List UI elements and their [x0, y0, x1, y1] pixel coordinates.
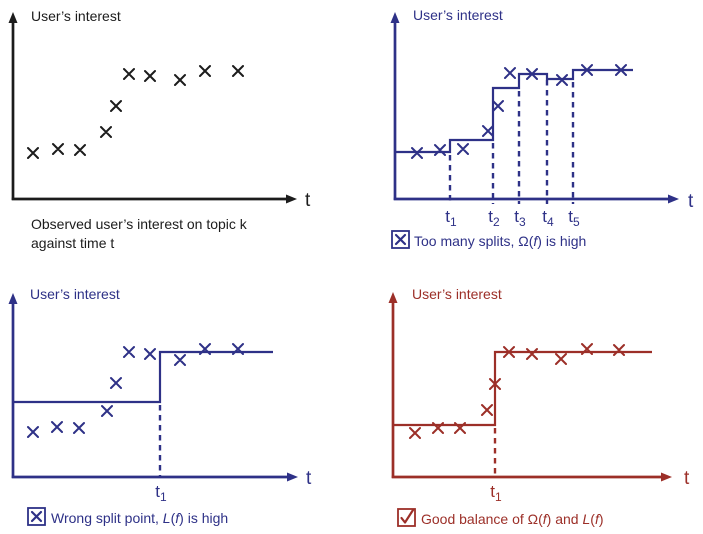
step-function-line	[393, 350, 652, 427]
data-point-crosses	[27, 343, 244, 438]
x-axis-label: t	[688, 191, 694, 212]
panel-good-balance: User’s interest t t1 Good balance of Ω(f) a…	[388, 286, 690, 527]
caption-checkbox	[397, 508, 416, 527]
panel-caption: Wrong split point, L(f) is high	[51, 510, 228, 526]
panel-wrong-split-point: User’s interest t t1 Wrong split point, L(f…	[8, 286, 312, 526]
step-function-line	[13, 350, 273, 404]
split-time-label: t3	[514, 207, 526, 229]
x-axis-arrow-icon	[668, 194, 679, 204]
y-axis-arrow-icon	[8, 293, 18, 304]
y-axis-title: User’s interest	[31, 8, 121, 24]
panel-caption: Good balance of Ω(f) and L(f)	[421, 511, 604, 527]
data-point-crosses	[409, 343, 625, 439]
axes	[390, 12, 679, 204]
x-axis-arrow-icon	[286, 194, 297, 204]
x-mark-icon	[394, 233, 407, 246]
split-time-label: t4	[542, 207, 554, 229]
panel-observed-scatter: User’s interest t Observed user’s interest…	[8, 8, 311, 251]
axes	[388, 292, 672, 482]
x-mark-icon	[30, 510, 43, 523]
panel-caption-line: Observed user’s interest on topic k	[31, 216, 248, 232]
x-axis-label: t	[684, 468, 690, 489]
y-axis-arrow-icon	[388, 292, 398, 303]
check-mark-icon	[400, 508, 415, 524]
panel-caption-line: against time t	[31, 235, 114, 251]
data-point-crosses	[27, 65, 244, 159]
panel-caption: Too many splits, Ω(f) is high	[414, 233, 586, 249]
y-axis-title: User’s interest	[412, 286, 502, 302]
axes	[8, 12, 297, 204]
split-time-label: t5	[568, 207, 580, 229]
x-axis-arrow-icon	[661, 472, 672, 482]
caption-checkbox	[27, 507, 46, 526]
panel-too-many-splits: User’s interest t t1 t2 t3 t4 t5 Too many split…	[390, 7, 694, 249]
caption-checkbox	[391, 230, 410, 249]
x-axis-label: t	[306, 468, 312, 489]
split-time-label: t1	[155, 482, 167, 504]
axes	[8, 293, 298, 482]
split-time-label: t2	[488, 207, 500, 229]
x-axis-label: t	[305, 190, 311, 211]
y-axis-title: User’s interest	[413, 7, 503, 23]
y-axis-arrow-icon	[8, 12, 18, 23]
split-time-label: t1	[445, 207, 457, 229]
split-time-label: t1	[490, 482, 502, 504]
x-axis-arrow-icon	[287, 472, 298, 482]
step-function-line	[395, 68, 633, 154]
y-axis-title: User’s interest	[30, 286, 120, 302]
data-point-crosses	[411, 64, 627, 159]
y-axis-arrow-icon	[390, 12, 400, 23]
